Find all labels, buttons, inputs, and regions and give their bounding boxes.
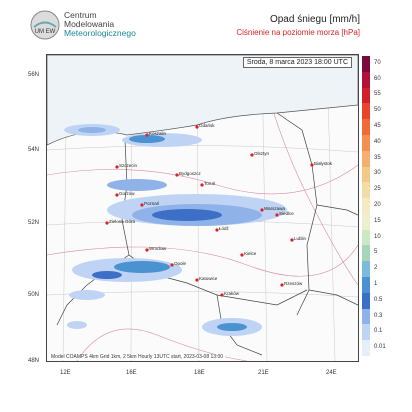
model-footnote: Model COAMPS 4km Grid 1km, 2 5km Hourly … — [49, 354, 226, 360]
city-label: Łódź — [219, 226, 229, 231]
colorbar-label: 35 — [374, 154, 381, 161]
colorbar-segment — [362, 56, 370, 73]
lon-label: 18E — [194, 370, 205, 376]
city-markers — [105, 125, 314, 297]
colorbar-segment — [362, 119, 370, 136]
colorbar-segment — [362, 308, 370, 325]
city-label: Siedlce — [279, 211, 294, 216]
snowfall-areas — [64, 124, 287, 336]
city-label: Olsztyn — [254, 151, 270, 156]
colorbar-label: 45 — [374, 123, 381, 130]
colorbar-label: 70 — [374, 59, 381, 66]
city-label: Kraków — [224, 291, 240, 296]
colorbar-segment — [362, 277, 370, 294]
colorbar-label: 50 — [374, 107, 381, 114]
lon-label: 21E — [258, 370, 269, 376]
city-label: Warszawa — [264, 206, 285, 211]
city-label: Lublin — [294, 236, 307, 241]
colorbar-segment — [362, 324, 370, 341]
colorbar-label: 20 — [374, 202, 381, 208]
colorbar-label: 25 — [374, 186, 381, 193]
colorbar-segment — [362, 340, 370, 357]
city-label: Gdańsk — [199, 123, 215, 128]
lat-label: 48N — [28, 358, 40, 364]
colorbar-segment — [362, 229, 370, 246]
lat-label: 52N — [28, 220, 40, 226]
org-line-1: Centrum — [64, 10, 97, 20]
forecast-map: Środa, 8 marca 2023 18:00 UTC Model COAM… — [46, 54, 359, 362]
city-label: Gorzów — [119, 191, 135, 196]
lat-label: 54N — [28, 147, 40, 153]
colorbar-label: 15 — [374, 217, 381, 224]
colorbar-segment — [362, 198, 370, 215]
colorbar-label: 55 — [374, 91, 381, 98]
colorbar-label: 1 — [374, 280, 378, 287]
colorbar-segment — [362, 182, 370, 199]
precipitation-colorbar — [362, 56, 370, 357]
lon-label: 16E — [126, 370, 137, 376]
city-label: Koszalin — [149, 131, 167, 136]
colorbar-label: 2 — [374, 265, 378, 272]
city-label: Wrocław — [149, 246, 167, 251]
city-label: Poznań — [144, 201, 160, 206]
logo-text: UM EW — [35, 29, 56, 35]
colorbar-segment — [362, 134, 370, 152]
colorbar-label: 0.3 — [374, 312, 383, 319]
colorbar-segment — [362, 245, 370, 262]
city-label: Opole — [174, 261, 187, 266]
map-canvas — [47, 55, 358, 361]
colorbar-label: 0.01 — [374, 344, 386, 351]
colorbar-label: 60 — [374, 75, 381, 82]
colorbar-segment — [362, 71, 370, 89]
colorbar-segment — [362, 103, 370, 120]
map-subtitle: Ciśnienie na poziomie morza [hPa] — [236, 28, 360, 37]
forecast-datetime: Środa, 8 marca 2023 18:00 UTC — [242, 57, 352, 68]
colorbar-segment — [362, 166, 370, 183]
organization-name: Centrum Modelowania Meteorologicznego — [64, 11, 136, 38]
lon-label: 24E — [326, 370, 337, 376]
colorbar-label: 30 — [374, 170, 381, 177]
city-label: Szczecin — [119, 163, 138, 168]
map-title: Opad śniegu [mm/h] — [269, 14, 360, 25]
lon-label: 12E — [60, 370, 71, 376]
city-label: Katowice — [199, 276, 218, 281]
colorbar-label: 10 — [374, 233, 381, 240]
city-label: Rzeszów — [284, 281, 303, 286]
colorbar-segment — [362, 292, 370, 310]
city-label: Bydgoszcz — [179, 171, 201, 176]
colorbar-label: 0.5 — [374, 296, 383, 303]
colorbar-segment — [362, 150, 370, 168]
colorbar-label: 5 — [374, 249, 378, 256]
org-line-3: Meteorologicznego — [64, 28, 136, 38]
colorbar-segment — [362, 213, 370, 231]
colorbar-segment — [362, 87, 370, 104]
header: UM EW Centrum Modelowania Meteorologiczn… — [0, 0, 412, 50]
imgw-logo: UM EW — [30, 10, 60, 40]
lat-label: 50N — [28, 292, 40, 298]
colorbar-label: 40 — [374, 138, 381, 145]
colorbar-label: 0.1 — [374, 328, 383, 335]
lat-label: 56N — [28, 72, 40, 78]
colorbar-segment — [362, 261, 370, 278]
org-line-2: Modelowania — [64, 19, 115, 29]
city-label: Toruń — [204, 181, 216, 186]
city-label: Kielce — [244, 251, 257, 256]
city-label: Białystok — [314, 161, 333, 166]
city-label: Zielona Góra — [109, 219, 136, 224]
